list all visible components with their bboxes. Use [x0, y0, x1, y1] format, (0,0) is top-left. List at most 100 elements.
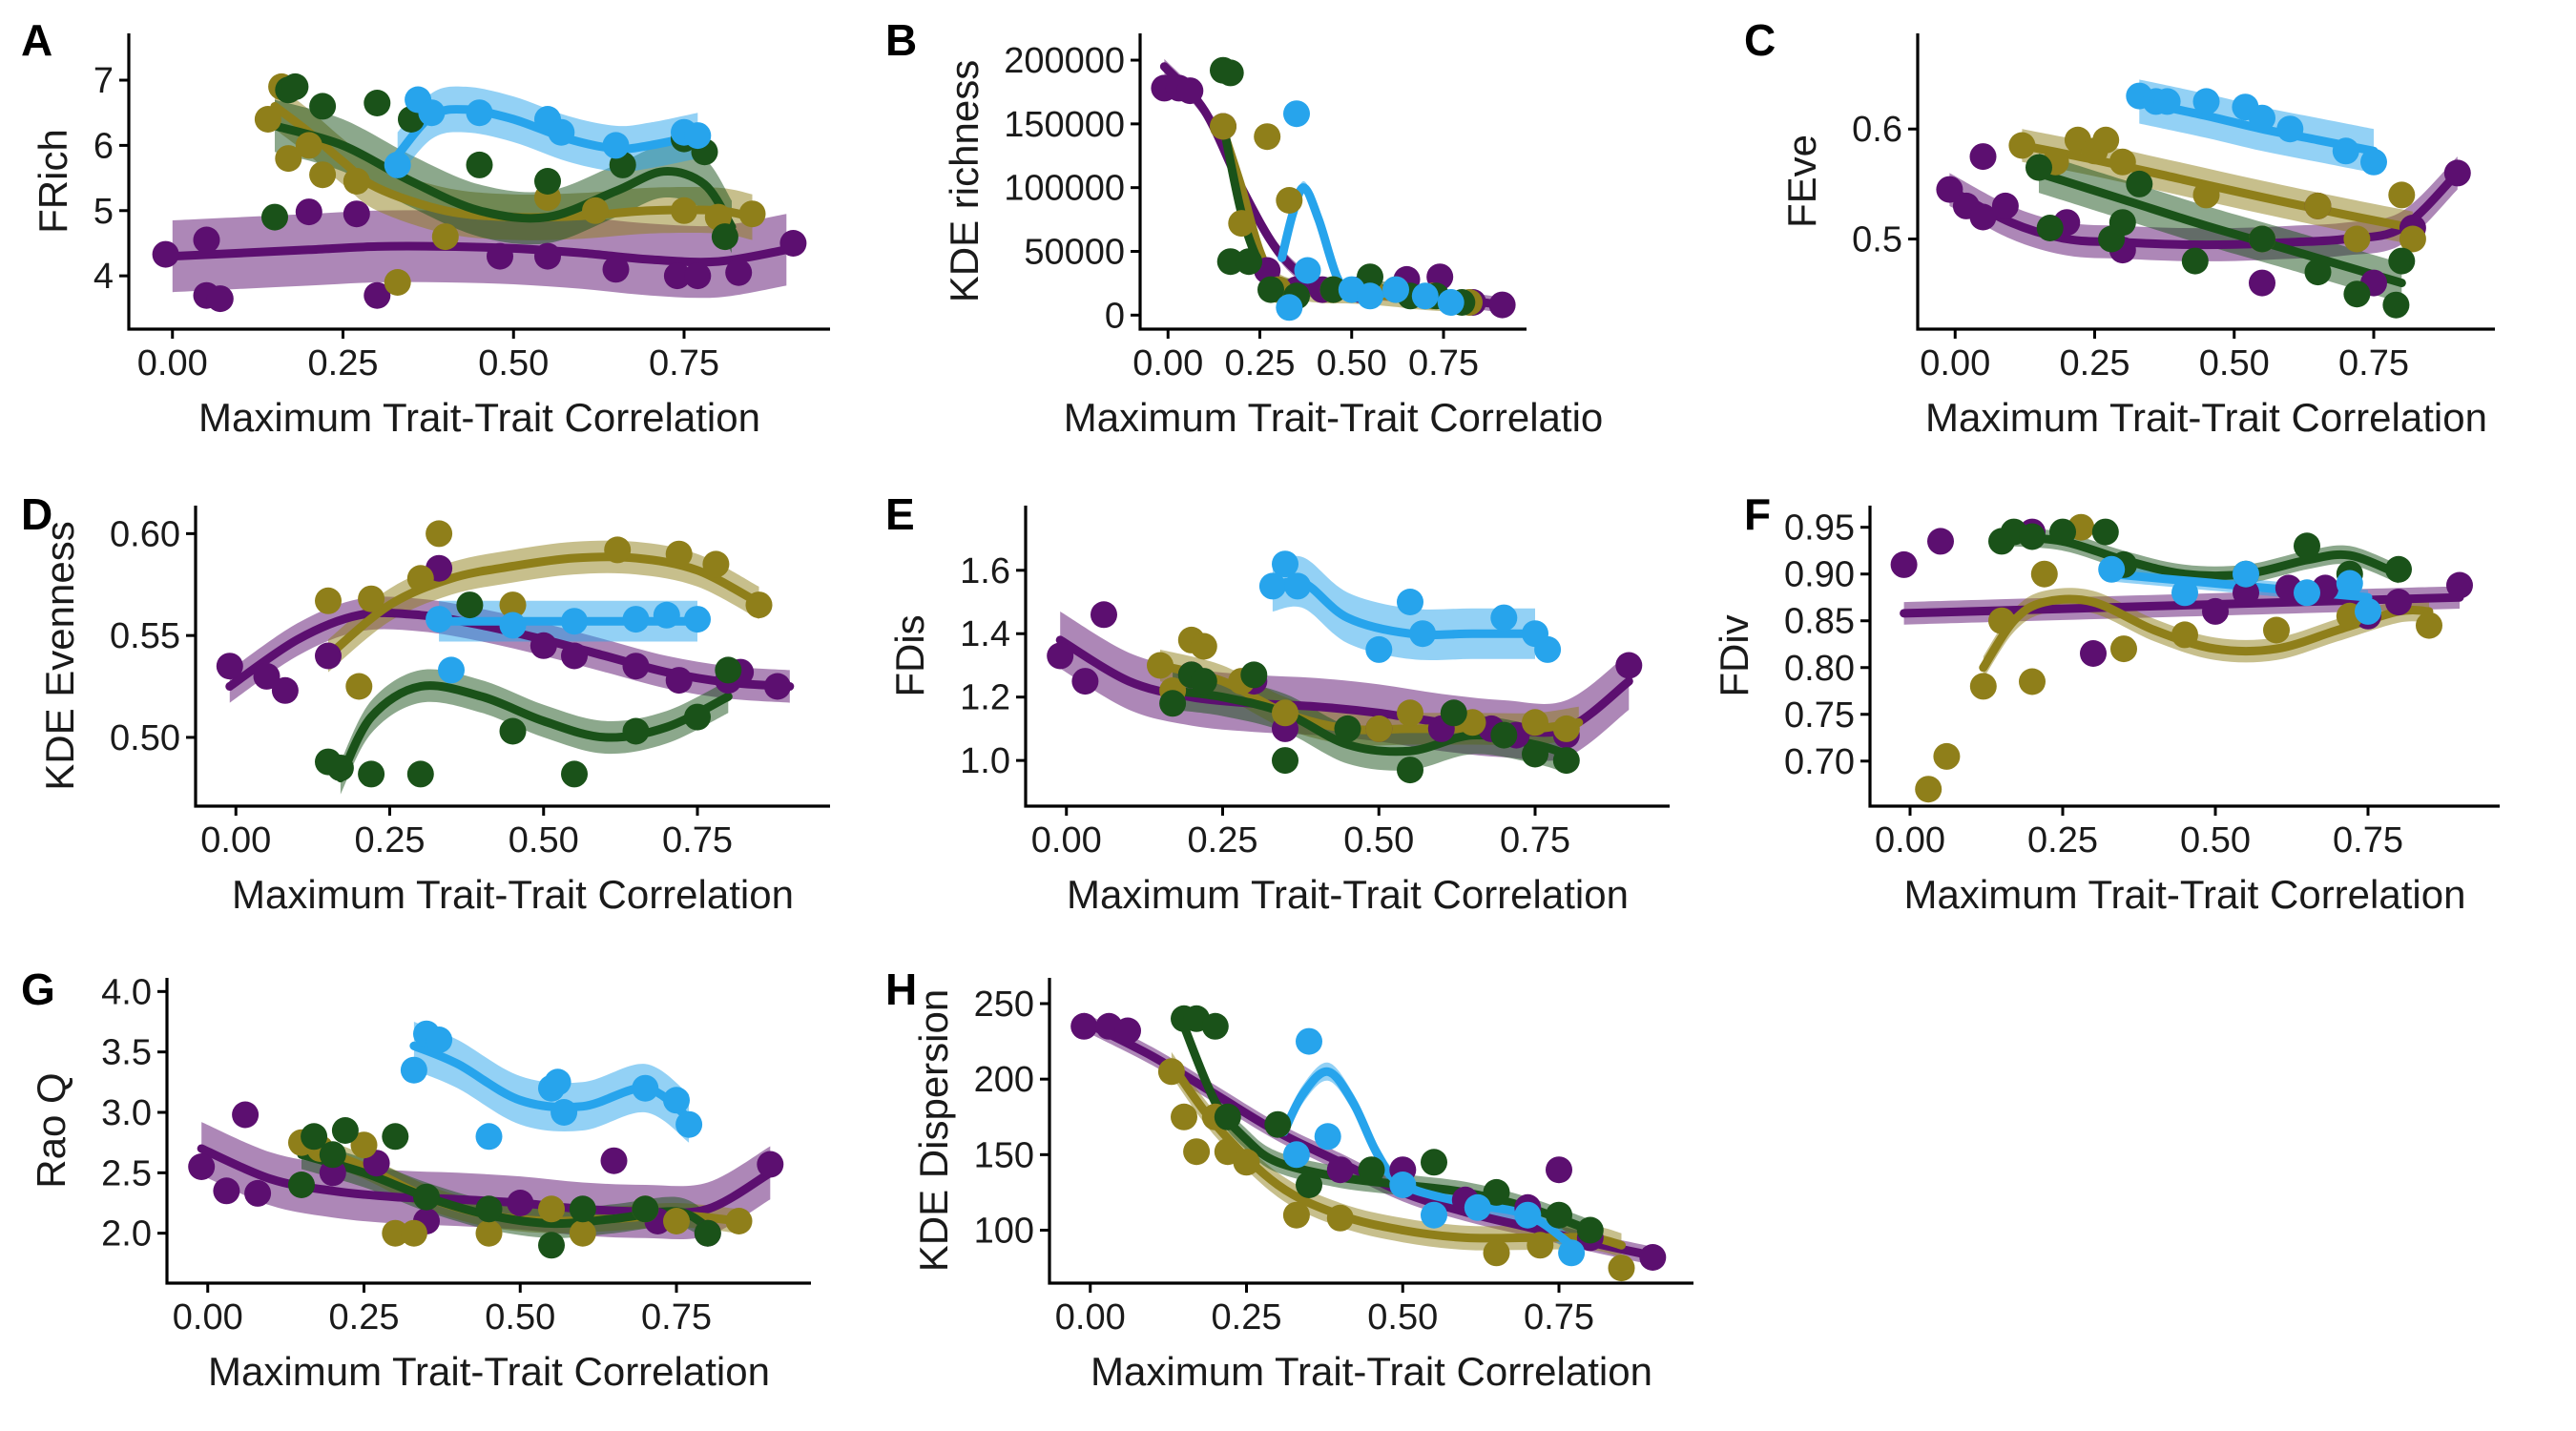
y-tick-label: 1.0: [960, 741, 1010, 781]
data-point-skyblue: [2336, 570, 2363, 597]
data-point-purple: [2249, 269, 2275, 297]
data-point-olive: [358, 585, 385, 612]
data-point-purple: [1927, 528, 1954, 555]
data-point-olive: [2019, 668, 2046, 695]
data-point-skyblue: [1272, 550, 1298, 578]
data-point-skyblue: [499, 612, 527, 639]
data-point-darkgreen: [1159, 690, 1187, 717]
x-tick-label: 0.75: [641, 1297, 712, 1338]
axis-lines: [165, 978, 811, 1285]
data-point-skyblue: [561, 608, 588, 635]
data-point-olive: [345, 673, 373, 700]
data-point-darkgreen: [413, 1183, 440, 1211]
panel-e: 0.00 0.25 0.50 0.75 1.0 1.2 1.4 1.6 Maximum Trai…: [885, 489, 1670, 917]
x-tick-label: 0.50: [485, 1297, 555, 1338]
y-tick-label: 0.6: [1852, 110, 1902, 150]
data-point-darkgreen: [1576, 1216, 1604, 1244]
data-point-olive: [1171, 1103, 1197, 1130]
x-tick-label: 0.50: [509, 820, 579, 861]
panel-g: 0.00 0.25 0.50 0.75 2.0 2.5 3.0 3.5 4.0 Maximum T…: [21, 964, 811, 1394]
data-point-darkgreen: [1240, 661, 1268, 689]
data-point-skyblue: [653, 601, 680, 629]
data-point-darkgreen: [331, 1117, 359, 1144]
data-point-purple: [725, 259, 753, 286]
data-point-purple: [1546, 1156, 1572, 1184]
data-point-darkgreen: [1552, 747, 1580, 775]
data-point-darkgreen: [2294, 532, 2320, 560]
data-point-darkgreen: [301, 1123, 328, 1151]
data-point-olive: [671, 197, 697, 224]
data-point-darkgreen: [538, 1232, 565, 1259]
data-point-darkgreen: [711, 223, 738, 251]
data-point-purple: [2202, 597, 2229, 625]
data-point-olive: [2008, 132, 2036, 159]
data-point-olive: [382, 1219, 409, 1247]
fit-line-purple: [1944, 168, 2462, 250]
data-point-darkgreen: [1334, 715, 1361, 742]
data-point-skyblue: [1514, 1201, 1542, 1229]
y-tick-label: 0.75: [1784, 695, 1855, 736]
y-tick-label: 0.60: [110, 514, 180, 554]
data-point-skyblue: [1437, 289, 1465, 316]
x-axis-title: Maximum Trait-Trait Correlation: [1925, 395, 2487, 440]
panel-letter: B: [885, 15, 917, 65]
y-tick-label: 4.0: [101, 972, 152, 1012]
fit-line-skyblue: [1279, 1067, 1576, 1250]
data-point-darkgreen: [499, 717, 527, 745]
data-point-purple: [213, 1177, 240, 1205]
y-tick-label: 3.5: [101, 1033, 152, 1073]
y-tick-label: 2.0: [101, 1214, 152, 1255]
x-tick-label: 0.00: [1132, 343, 1203, 384]
data-point-purple: [779, 230, 807, 257]
y-tick-label: 1.4: [960, 614, 1010, 654]
data-point-darkgreen: [2126, 170, 2153, 197]
x-tick-label: 0.00: [200, 820, 271, 861]
data-point-purple: [561, 642, 588, 670]
data-point-olive: [1608, 1255, 1635, 1282]
y-tick-label: 0.90: [1784, 555, 1855, 595]
data-point-skyblue: [2171, 579, 2198, 607]
data-point-olive: [1933, 742, 1961, 770]
data-point-olive: [400, 1219, 427, 1247]
panel-f: 0.00 0.25 0.50 0.75 0.70 0.75 0.80 0.85 0.90 0.95…: [1712, 489, 2500, 917]
data-point-olive: [426, 520, 453, 548]
data-point-skyblue: [622, 606, 650, 633]
data-point-darkgreen: [1421, 1149, 1447, 1176]
data-point-skyblue: [1365, 635, 1393, 663]
data-point-darkgreen: [1216, 248, 1244, 276]
y-tick-label: 6: [93, 126, 114, 166]
x-axis-title: Maximum Trait-Trait Correlation: [1067, 872, 1629, 917]
data-point-olive: [1210, 113, 1236, 140]
confidence-band-darkgreen: [1173, 672, 1567, 774]
data-point-purple: [763, 673, 791, 700]
data-point-skyblue: [400, 1056, 427, 1084]
confidence-band-purple: [1949, 156, 2458, 261]
data-point-purple: [206, 285, 234, 313]
data-point-skyblue: [1409, 620, 1437, 648]
data-point-olive: [2110, 635, 2137, 663]
panel-h: 0.00 0.25 0.50 0.75 100 150 200 250 Maximum Trai…: [885, 964, 1693, 1394]
fit-line-darkgreen: [270, 121, 737, 232]
data-point-olive: [1988, 607, 2015, 634]
x-tick-label: 0.75: [649, 343, 719, 384]
panel-letter: D: [21, 489, 52, 539]
fit-line-olive: [323, 552, 763, 660]
data-point-purple: [253, 662, 280, 690]
axis-lines: [1024, 506, 1670, 808]
y-tick-label: 1.2: [960, 678, 1010, 718]
data-point-darkgreen: [569, 1195, 596, 1223]
data-point-skyblue: [1490, 604, 1518, 632]
data-point-skyblue: [1258, 572, 1286, 600]
data-point-olive: [499, 591, 527, 619]
data-point-purple: [1070, 1012, 1098, 1040]
y-tick-label: 150: [974, 1135, 1034, 1175]
data-point-purple: [534, 242, 561, 270]
data-point-olive: [309, 161, 337, 189]
data-point-darkgreen: [475, 1195, 503, 1223]
data-point-olive: [315, 587, 342, 614]
data-point-purple: [2385, 589, 2412, 616]
data-point-skyblue: [1464, 1193, 1491, 1221]
data-point-olive: [406, 565, 434, 592]
data-point-skyblue: [632, 1074, 659, 1102]
